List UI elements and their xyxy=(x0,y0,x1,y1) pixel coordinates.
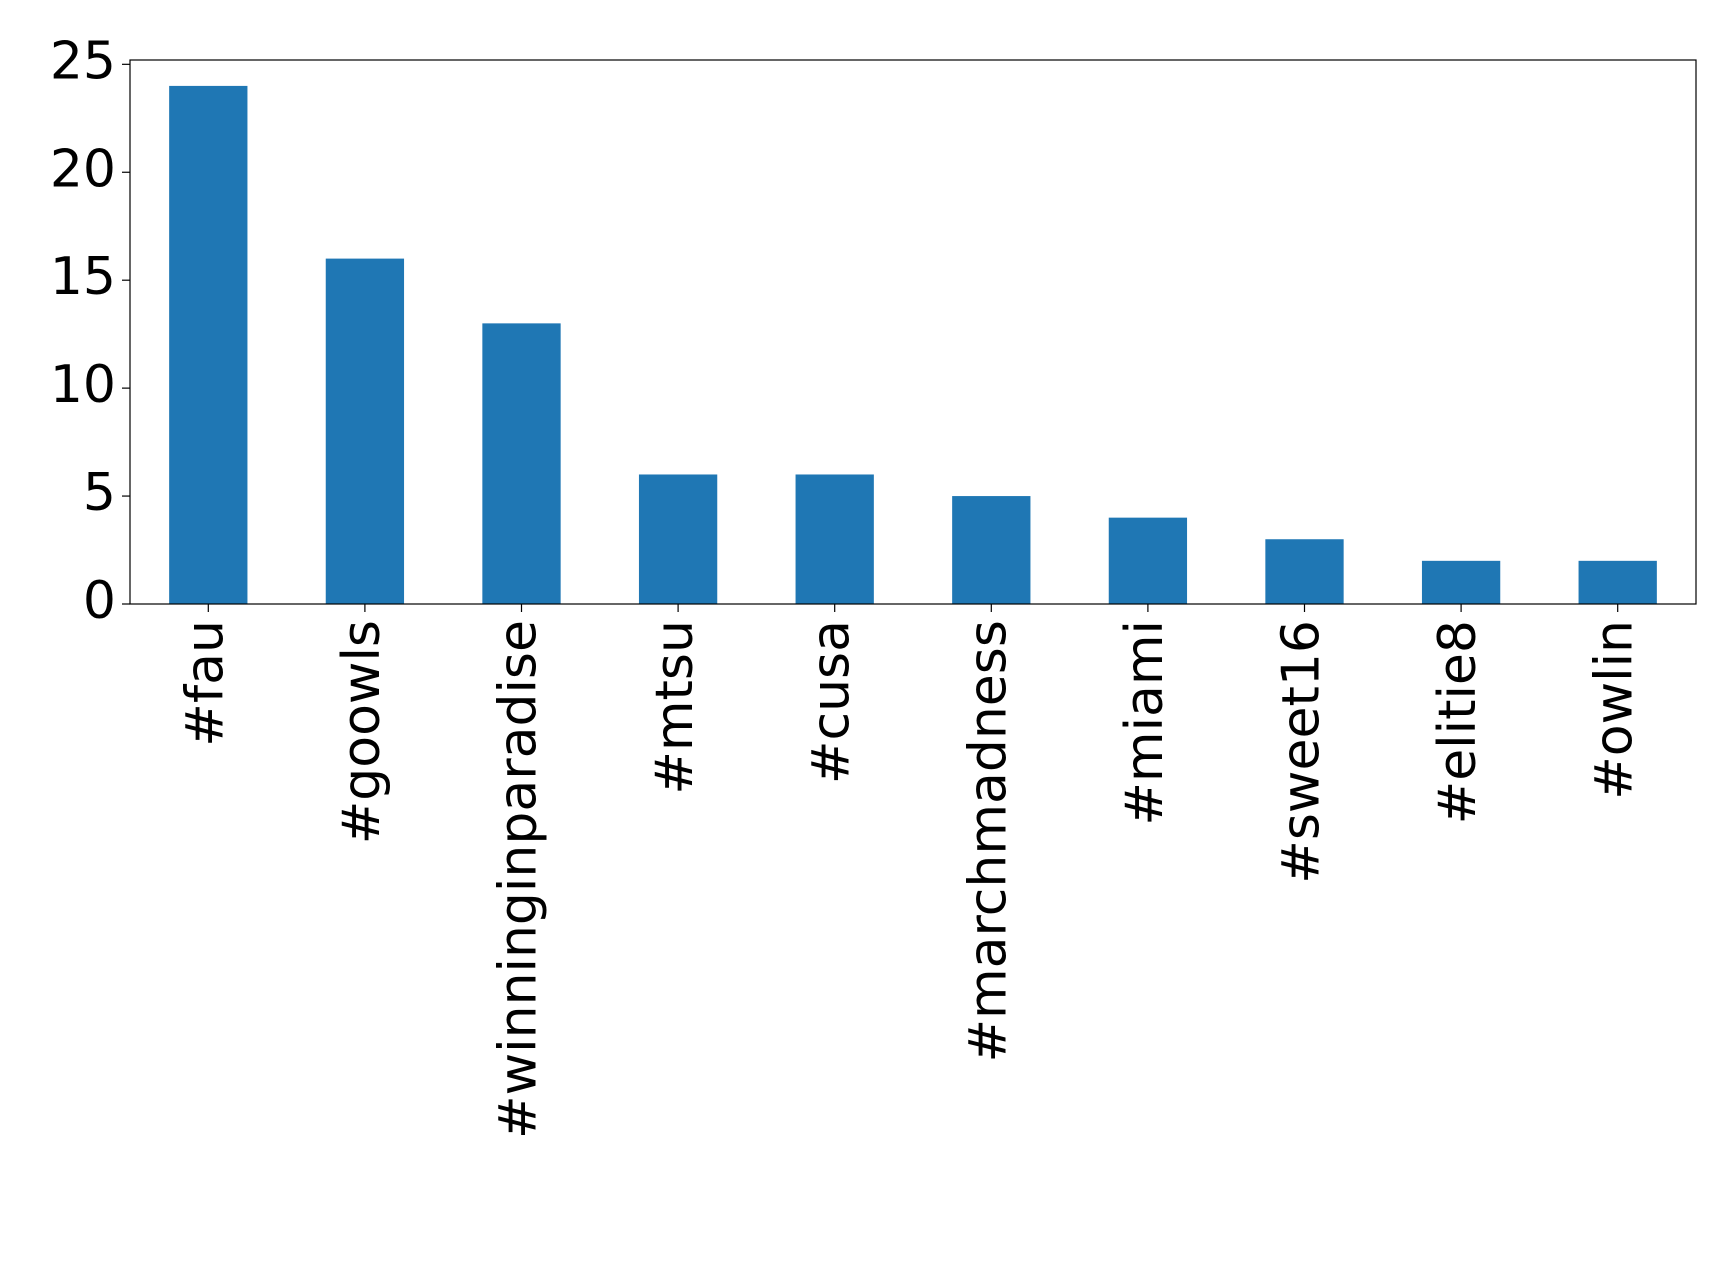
x-tick-label: #mtsu xyxy=(645,620,705,795)
bar xyxy=(169,85,248,604)
y-tick-label: 20 xyxy=(50,139,116,199)
bar xyxy=(638,474,718,604)
x-tick-label: #goowls xyxy=(332,620,392,844)
bar xyxy=(1265,539,1344,604)
x-tick-label: #marchmadness xyxy=(958,620,1018,1063)
x-tick-label: #miami xyxy=(1115,620,1175,826)
bar xyxy=(795,474,874,604)
bar xyxy=(1578,560,1657,604)
y-tick-label: 15 xyxy=(50,247,116,307)
x-tick-label: #owlin xyxy=(1585,620,1645,800)
plot-frame xyxy=(129,59,1697,605)
bar xyxy=(325,258,405,604)
x-tick-label: #elitie8 xyxy=(1428,620,1488,824)
x-tick-label: #fau xyxy=(175,620,235,747)
bar xyxy=(1108,517,1188,604)
y-tick-label: 25 xyxy=(50,31,116,91)
x-tick-label: #cusa xyxy=(802,620,862,784)
bar xyxy=(482,323,561,604)
x-tick-label: #winninginparadise xyxy=(489,620,549,1139)
y-tick-label: 10 xyxy=(50,355,116,415)
x-tick-label: #sweet16 xyxy=(1272,620,1332,884)
bar xyxy=(1421,560,1501,604)
y-tick-label: 0 xyxy=(83,571,116,631)
y-tick-label: 5 xyxy=(83,463,116,523)
bar xyxy=(952,496,1031,604)
